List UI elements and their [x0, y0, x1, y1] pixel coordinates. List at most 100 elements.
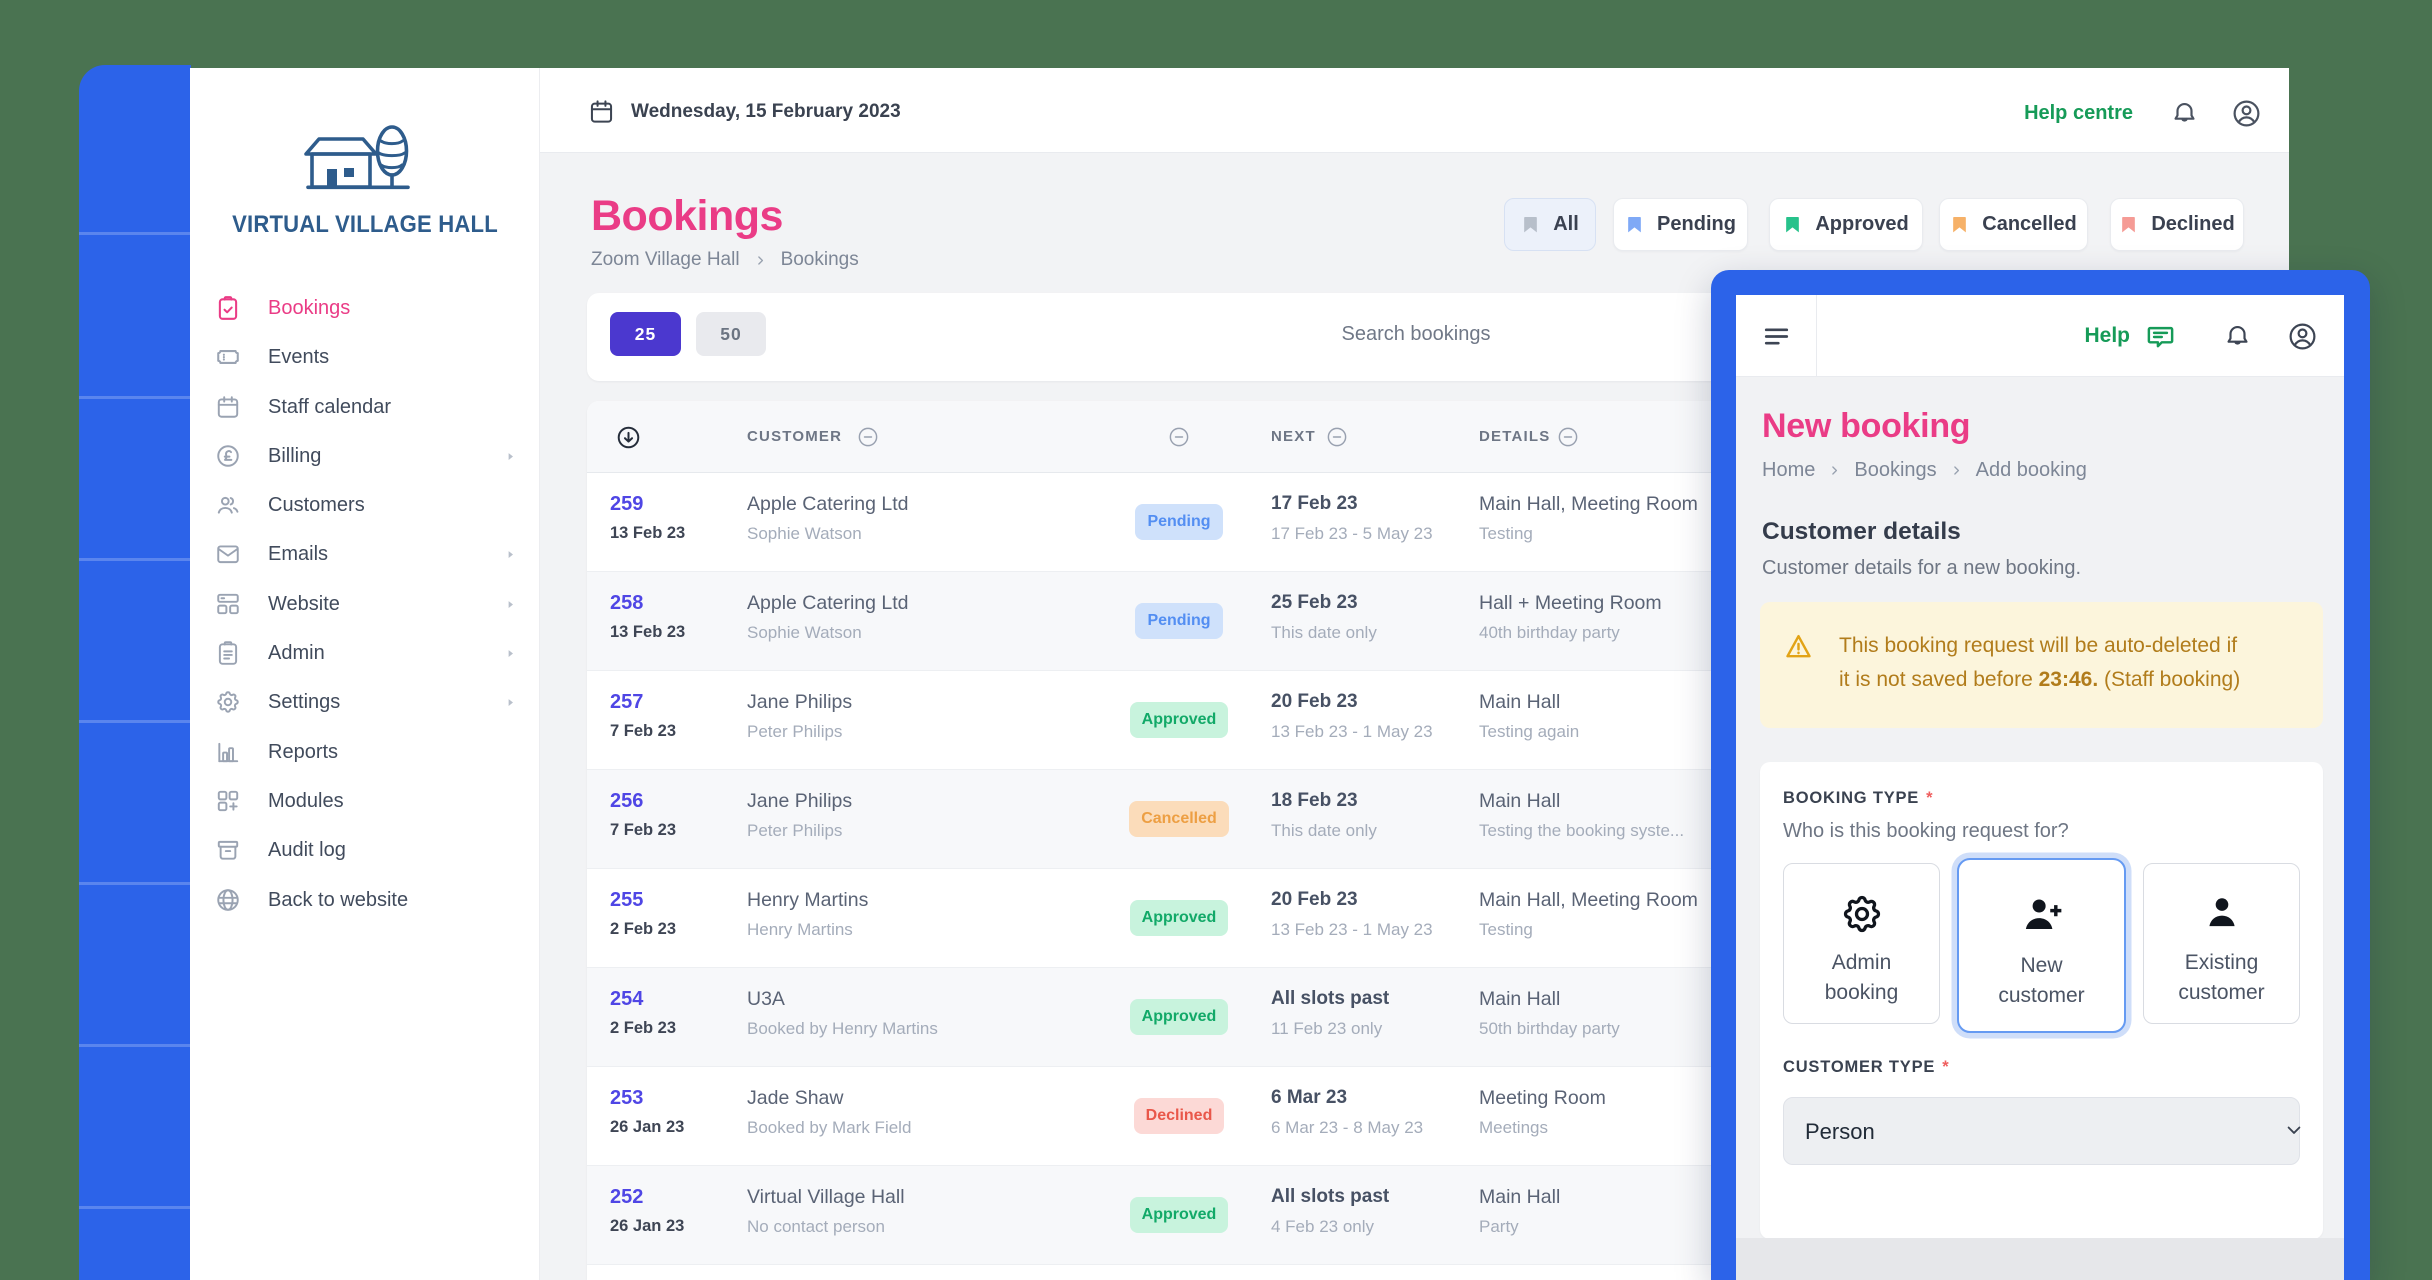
strip-divider-line	[79, 396, 191, 399]
settings-icon	[217, 691, 239, 713]
emails-icon	[217, 545, 239, 564]
filter-chip-label: Approved	[1815, 213, 1909, 235]
section-title: Customer details	[1762, 518, 1961, 545]
download-icon[interactable]	[616, 425, 641, 455]
overlay-footer-strip	[1736, 1238, 2344, 1280]
breadcrumb-item[interactable]: Zoom Village Hall	[591, 249, 740, 270]
option-admin-booking[interactable]: Admin booking	[1783, 863, 1940, 1024]
breadcrumb-item[interactable]: Bookings	[1854, 458, 1937, 481]
filter-chip-pending[interactable]: Pending	[1613, 198, 1748, 251]
next-range: 17 Feb 23 - 5 May 23	[1271, 524, 1433, 543]
breadcrumb-item[interactable]: Home	[1762, 458, 1816, 481]
booking-id[interactable]: 256	[610, 790, 644, 812]
sidebar-item-label: Admin	[268, 642, 325, 664]
option-label: customer	[1998, 984, 2085, 1007]
booking-type-label: BOOKING TYPE *	[1783, 789, 1934, 807]
sidebar-item-reports[interactable]: Reports	[190, 728, 540, 776]
booking-id[interactable]: 254	[610, 988, 644, 1010]
required-asterisk: *	[1942, 1058, 1950, 1076]
bookmark-icon	[1953, 216, 1967, 233]
sidebar-item-audit-log[interactable]: Audit log	[190, 826, 540, 874]
admin-icon	[218, 641, 238, 665]
sidebar-item-billing[interactable]: Billing	[190, 432, 540, 480]
help-centre-link[interactable]: Help centre	[2024, 102, 2133, 124]
filter-chip-label: Declined	[2151, 213, 2235, 235]
booking-id[interactable]: 253	[610, 1087, 644, 1109]
booking-id[interactable]: 255	[610, 889, 644, 911]
search-input[interactable]: Search bookings	[1341, 323, 1491, 345]
hamburger-icon	[1764, 328, 1789, 345]
bell-icon	[2227, 325, 2248, 345]
reports-icon	[218, 742, 239, 763]
filter-chip-approved[interactable]: Approved	[1769, 198, 1923, 251]
user-icon	[2233, 100, 2260, 127]
notifications-bell-icon[interactable]	[2170, 99, 2199, 133]
sidebar-item-label: Modules	[268, 790, 344, 812]
chevron-right-icon	[508, 650, 513, 657]
collapse-column-icon[interactable]	[1168, 426, 1190, 453]
booking-id[interactable]: 259	[610, 493, 644, 515]
customer-name: Apple Catering Ltd	[747, 493, 909, 515]
sidebar-item-admin[interactable]: Admin	[190, 629, 540, 677]
breadcrumb: Home Bookings Add booking	[1762, 457, 2087, 483]
sidebar-item-emails[interactable]: Emails	[190, 530, 540, 578]
sidebar-item-settings[interactable]: Settings	[190, 678, 540, 726]
filter-chip-cancelled[interactable]: Cancelled	[1939, 198, 2088, 251]
sidebar-item-events[interactable]: Events	[190, 333, 540, 381]
person-plus-icon	[2025, 899, 2061, 930]
strip-divider-line	[79, 558, 191, 561]
person-icon	[2208, 898, 2235, 927]
customer-contact: Peter Philips	[747, 821, 843, 840]
customer-contact: Sophie Watson	[747, 524, 862, 543]
customers-icon	[217, 496, 239, 514]
option-label: customer	[2178, 981, 2265, 1004]
booking-id[interactable]: 257	[610, 691, 644, 713]
option-label: booking	[1824, 981, 1899, 1004]
column-header-customer[interactable]: CUSTOMER	[747, 428, 843, 445]
menu-hamburger-icon[interactable]	[1762, 322, 1791, 356]
booking-id[interactable]: 252	[610, 1186, 644, 1208]
collapse-column-icon[interactable]	[1557, 426, 1579, 453]
option-label: Admin	[1831, 951, 1892, 974]
required-asterisk: *	[1926, 789, 1934, 807]
user-account-icon[interactable]	[2231, 98, 2262, 134]
sidebar-item-label: Billing	[268, 445, 322, 467]
breadcrumb-item[interactable]: Bookings	[780, 249, 859, 270]
column-header-next[interactable]: NEXT	[1271, 428, 1316, 445]
sidebar-item-website[interactable]: Website	[190, 580, 540, 628]
filter-chip-declined[interactable]: Declined	[2110, 198, 2244, 251]
breadcrumb: Zoom Village Hall Bookings	[591, 247, 859, 273]
booking-id[interactable]: 258	[610, 592, 644, 614]
option-existing-customer[interactable]: Existing customer	[2143, 863, 2300, 1024]
filter-chip-label: All	[1553, 213, 1579, 235]
gear-icon	[1843, 895, 1880, 933]
sidebar-item-customers[interactable]: Customers	[190, 481, 540, 529]
sidebar-item-staff-calendar[interactable]: Staff calendar	[190, 383, 540, 431]
warning-text-line2: it is not saved before 23:46. (Staff boo…	[1839, 668, 2241, 691]
new-booking-overlay: Help New booking Home Bookings Add booki…	[1711, 270, 2370, 1280]
sidebar-item-bookings[interactable]: Bookings	[190, 284, 540, 332]
option-new-customer-selected[interactable]: New customer	[1957, 858, 2126, 1033]
strip-divider-line	[79, 720, 191, 723]
booking-details-sub: Testing	[1479, 920, 1533, 939]
collapse-column-icon[interactable]	[1326, 426, 1348, 453]
next-range: 11 Feb 23 only	[1271, 1019, 1383, 1038]
customer-type-select[interactable]: Person	[1783, 1097, 2301, 1165]
sidebar-item-back-to-website[interactable]: Back to website	[190, 876, 540, 924]
collapse-column-icon[interactable]	[857, 426, 879, 453]
user-account-icon[interactable]	[2287, 321, 2318, 357]
notifications-bell-icon[interactable]	[2223, 322, 2252, 356]
help-link[interactable]: Help	[2084, 324, 2130, 347]
booking-details: Main Hall	[1479, 1186, 1561, 1208]
breadcrumb-item[interactable]: Add booking	[1975, 458, 2087, 481]
status-badge: Approved	[1129, 999, 1229, 1035]
page-size-50-button[interactable]: 50	[696, 312, 766, 356]
filter-chip-all[interactable]: All	[1504, 198, 1596, 251]
sidebar-item-modules[interactable]: Modules	[190, 777, 540, 825]
chat-bubble-icon[interactable]	[2145, 321, 2176, 357]
page-size-25-button[interactable]: 25	[610, 312, 681, 356]
column-header-details[interactable]: DETAILS	[1479, 428, 1551, 445]
booking-details: Main Hall	[1479, 988, 1561, 1010]
overlay-page-title: New booking	[1762, 407, 1971, 445]
customer-contact: No contact person	[747, 1217, 885, 1236]
